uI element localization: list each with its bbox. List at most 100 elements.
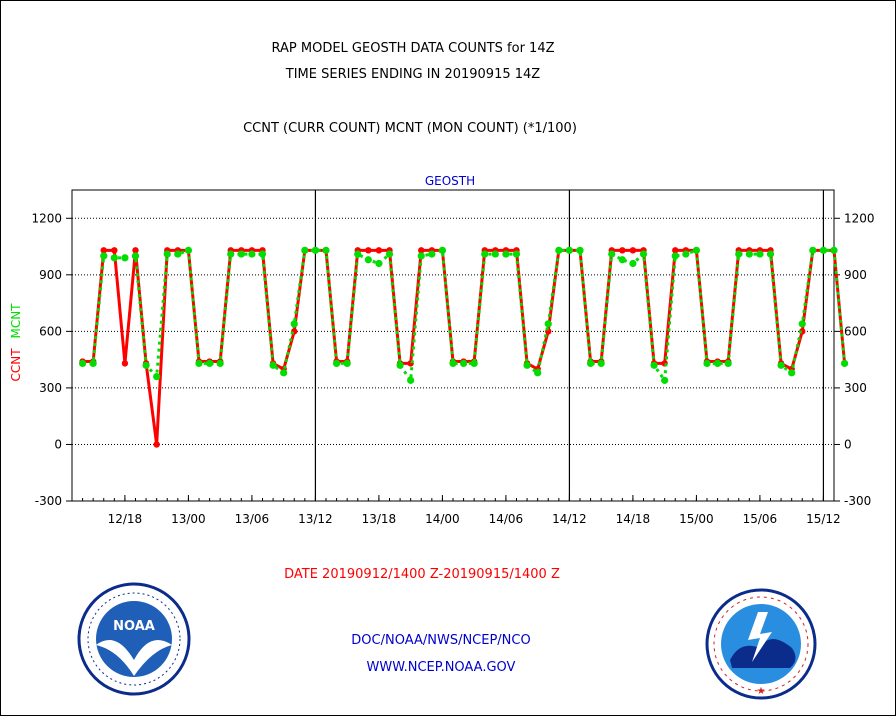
y-axis-left: -300 0 300 600 900 1200 (31, 211, 72, 508)
x-tick-label: 13/06 (235, 512, 270, 526)
data-point-mcnt (205, 359, 214, 368)
data-point-mcnt (756, 250, 764, 258)
data-point-mcnt (428, 250, 436, 258)
y-axis-right: -300 0 300 600 900 1200 (834, 211, 875, 508)
data-point-mcnt (608, 250, 616, 258)
data-point-ccnt (365, 247, 372, 254)
data-point-mcnt (385, 250, 394, 258)
x-tick-label: 15/06 (743, 512, 778, 526)
ylabel-ccnt: CCNT (9, 348, 23, 382)
y-tick-label-right: 0 (844, 437, 852, 451)
x-tick-label: 14/18 (616, 512, 651, 526)
nws-star: ★ (757, 686, 766, 697)
panel-label: GEOSTH (425, 174, 475, 188)
data-point-mcnt (396, 361, 404, 369)
data-point-mcnt (555, 246, 563, 254)
x-tick-label: 15/00 (679, 512, 714, 526)
data-point-mcnt (724, 359, 732, 368)
data-point-mcnt (237, 250, 245, 258)
day-markers (314, 190, 825, 501)
y-tick-label-left: 900 (39, 268, 62, 282)
data-point-mcnt (512, 250, 521, 258)
y-tick-label-left: 0 (54, 437, 62, 451)
data-point-mcnt (153, 373, 161, 381)
data-point-mcnt (840, 359, 849, 368)
data-point-mcnt (407, 376, 415, 384)
data-point-ccnt (132, 247, 139, 254)
y-tick-label-right: 1200 (844, 211, 875, 225)
data-point-mcnt (777, 361, 785, 369)
data-point-mcnt (131, 252, 140, 260)
data-point-mcnt (248, 250, 256, 258)
data-point-mcnt (565, 246, 574, 254)
data-point-ccnt (111, 247, 118, 254)
url-text: WWW.NCEP.NOAA.GOV (367, 660, 516, 675)
data-point-mcnt (618, 256, 626, 264)
data-point-mcnt (671, 252, 679, 260)
noaa-logo: NOAA (77, 582, 191, 696)
y-axis-label: CCNT MCNT (9, 303, 23, 382)
data-point-mcnt (703, 359, 711, 368)
data-point-mcnt (650, 361, 658, 369)
data-point-mcnt (332, 359, 341, 368)
data-point-ccnt (153, 441, 160, 448)
data-point-mcnt (682, 250, 690, 258)
data-point-ccnt (629, 247, 637, 254)
y-tick-label-right: 300 (844, 381, 867, 395)
data-point-mcnt (269, 361, 277, 369)
data-point-ccnt (375, 247, 383, 254)
y-tick-label-left: 300 (39, 381, 62, 395)
y-tick-label-right: -300 (844, 494, 871, 508)
data-point-ccnt (672, 247, 679, 254)
data-point-mcnt (301, 246, 309, 254)
data-point-mcnt (639, 250, 648, 258)
data-point-mcnt (89, 359, 97, 368)
data-point-mcnt (195, 359, 203, 368)
data-point-mcnt (819, 246, 828, 254)
data-point-ccnt (418, 247, 425, 254)
data-point-mcnt (576, 246, 584, 254)
y-tick-label-left: 1200 (31, 211, 62, 225)
data-point-mcnt (364, 256, 372, 264)
data-point-mcnt (809, 246, 817, 254)
x-tick-label: 13/00 (171, 512, 206, 526)
data-point-mcnt (110, 254, 118, 262)
x-tick-label: 14/00 (425, 512, 460, 526)
nws-logo: ★ (705, 588, 817, 700)
data-point-mcnt (322, 246, 330, 254)
data-point-mcnt (586, 359, 595, 368)
data-point-mcnt (534, 369, 542, 377)
x-axis: 12/18 13/00 13/06 13/12 13/18 14/00 14/06 14/12… (71, 495, 841, 526)
data-point-mcnt (354, 250, 362, 258)
gridlines (72, 217, 834, 445)
data-point-mcnt (216, 359, 224, 368)
x-tick-label: 14/06 (489, 512, 524, 526)
data-point-mcnt (470, 359, 478, 368)
data-point-ccnt (100, 247, 107, 254)
data-point-mcnt (735, 250, 743, 258)
data-point-mcnt (343, 359, 351, 368)
data-point-mcnt (481, 250, 489, 258)
data-point-mcnt (766, 250, 775, 258)
x-tick-label: 13/12 (298, 512, 333, 526)
ylabel-mcnt: MCNT (9, 303, 23, 339)
data-point-mcnt (438, 246, 447, 254)
title-line2: TIME SERIES ENDING IN 20190915 14Z (285, 67, 541, 82)
x-tick-label: 12/18 (108, 512, 143, 526)
data-point-mcnt (798, 320, 806, 328)
data-point-mcnt (163, 250, 171, 258)
subtitle: CCNT (CURR COUNT) MCNT (MON COUNT) (*1/1… (243, 121, 577, 136)
data-point-mcnt (258, 250, 267, 258)
data-point-mcnt (100, 252, 108, 260)
data-point-mcnt (78, 359, 87, 368)
data-point-mcnt (449, 359, 457, 368)
data-point-ccnt (121, 360, 129, 367)
data-point-mcnt (661, 376, 669, 384)
data-point-mcnt (121, 254, 129, 262)
data-point-mcnt (227, 250, 235, 258)
data-point-mcnt (459, 359, 468, 368)
y-tick-label-right: 600 (844, 324, 867, 338)
noaa-logo-text: NOAA (113, 619, 155, 634)
data-point-mcnt (290, 320, 298, 328)
